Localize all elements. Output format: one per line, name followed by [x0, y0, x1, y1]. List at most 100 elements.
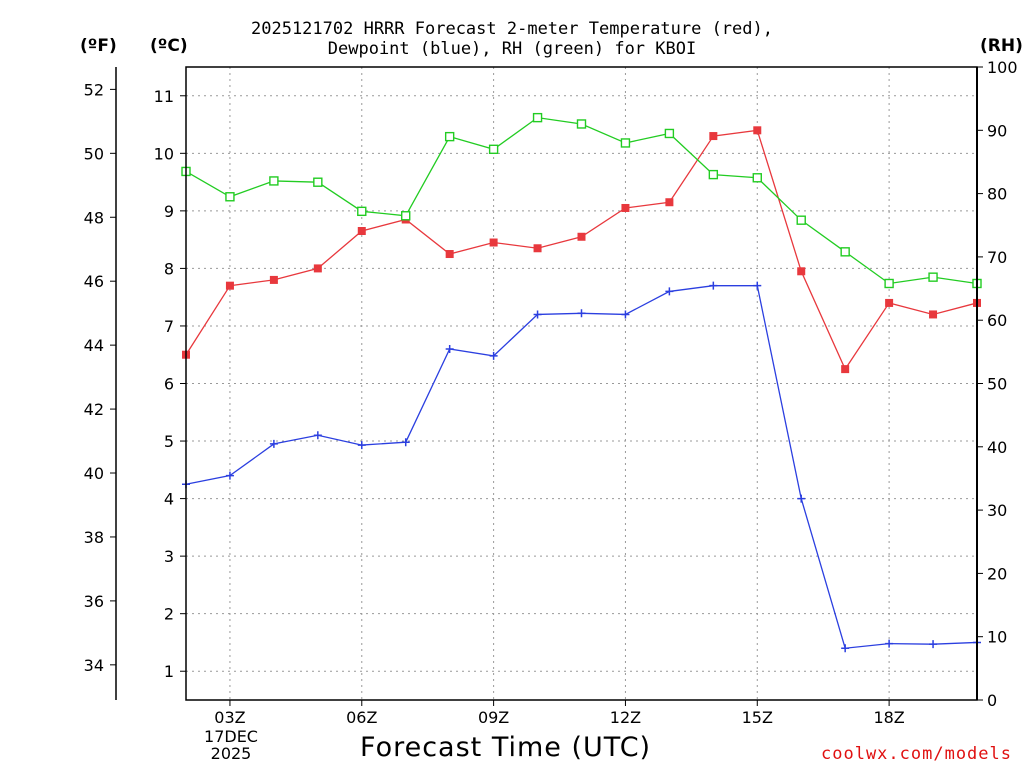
2-meter-temperature-point: [885, 298, 894, 307]
rh-point: [444, 131, 455, 142]
rh-tick-label: 20: [987, 564, 1007, 583]
fahrenheit-tick-label: 38: [84, 528, 104, 547]
x-tick-label: 06Z: [346, 708, 377, 727]
dewpoint-point: [929, 640, 938, 649]
dewpoint-point: [841, 644, 850, 653]
dewpoint-point: [489, 351, 498, 360]
series-layer: [181, 112, 982, 653]
2-meter-temperature-point: [269, 275, 278, 284]
2-meter-temperature-point: [313, 264, 322, 273]
x-tick-label: 03Z: [214, 708, 245, 727]
celsius-tick-label: 1: [164, 662, 174, 681]
rh-point: [840, 247, 850, 257]
dewpoint-point: [401, 438, 410, 447]
axis-tick-labels: 03Z 06Z 09Z 12Z 15Z 18Z1234567891011343638404…: [84, 58, 1018, 727]
rh-tick-label: 0: [987, 691, 997, 710]
rh-point: [664, 128, 675, 139]
chart-title-line-1: 2025121702 HRRR Forecast 2-meter Tempera…: [251, 19, 773, 39]
fahrenheit-tick-label: 42: [84, 400, 104, 419]
rh-tick-label: 90: [987, 121, 1007, 140]
celsius-tick-label: 8: [164, 259, 174, 278]
fahrenheit-tick-label: 40: [84, 464, 104, 483]
2-meter-temperature-point: [533, 244, 542, 253]
dewpoint-point: [445, 344, 454, 353]
rh-point: [357, 206, 367, 217]
celsius-unit-label: (ºC): [150, 36, 188, 56]
rh-point: [928, 272, 938, 282]
rh-point: [708, 169, 719, 180]
rh-point: [401, 211, 411, 221]
rh-unit-label: (RH): [980, 36, 1023, 56]
date-label-year: 2025: [210, 744, 252, 763]
fahrenheit-tick-label: 50: [84, 144, 104, 163]
date-label-day: 17DEC: [204, 727, 258, 746]
dewpoint-point: [797, 494, 806, 503]
dewpoint-point: [709, 281, 718, 290]
rh-point: [488, 144, 499, 154]
rh-point: [225, 192, 235, 202]
2-meter-temperature-point: [225, 281, 234, 290]
dewpoint-point: [885, 639, 894, 648]
2-meter-temperature-point: [929, 310, 938, 319]
2-meter-temperature-point: [621, 203, 630, 212]
x-axis-title: Forecast Time (UTC): [360, 732, 652, 763]
dewpoint-point: [665, 287, 674, 296]
grid-lines: [110, 66, 983, 706]
fahrenheit-unit-label: (ºF): [80, 36, 117, 56]
fahrenheit-tick-label: 46: [84, 272, 104, 291]
fahrenheit-tick-label: 52: [84, 80, 104, 99]
celsius-tick-label: 7: [164, 317, 174, 336]
rh-point: [620, 138, 631, 148]
credit-link[interactable]: coolwx.com/models: [821, 744, 1012, 764]
celsius-tick-label: 11: [154, 87, 174, 106]
rh-point: [796, 215, 806, 225]
2-meter-temperature-point: [841, 365, 850, 374]
rh-tick-label: 10: [987, 628, 1007, 647]
date-label: 17DEC 2025: [196, 728, 266, 762]
dewpoint-point: [225, 471, 234, 480]
rh-point: [752, 173, 762, 183]
dewpoint-point: [533, 310, 542, 319]
dewpoint-line: [185, 285, 978, 649]
2-meter-temperature-point: [753, 126, 762, 135]
fahrenheit-tick-label: 36: [84, 592, 104, 611]
celsius-tick-label: 5: [164, 432, 174, 451]
rh-tick-label: 50: [987, 375, 1007, 394]
dewpoint-point: [577, 309, 586, 318]
dewpoint-point: [313, 431, 322, 440]
x-tick-label: 12Z: [610, 708, 641, 727]
rh-tick-label: 60: [987, 311, 1007, 330]
fahrenheit-tick-label: 48: [84, 208, 104, 227]
rh-tick-label: 40: [987, 438, 1007, 457]
2-meter-temperature-point: [445, 250, 454, 259]
dewpoint-point: [753, 281, 762, 290]
x-tick-label: 09Z: [478, 708, 509, 727]
celsius-tick-label: 6: [164, 375, 174, 394]
2-meter-temperature-point: [797, 267, 806, 276]
x-tick-label: 15Z: [742, 708, 773, 727]
dewpoint-point: [621, 310, 630, 319]
rh-tick-label: 30: [987, 501, 1007, 520]
rh-point: [313, 177, 323, 187]
rh-point: [884, 278, 894, 289]
dewpoint-point: [357, 441, 366, 450]
fahrenheit-tick-label: 44: [84, 336, 104, 355]
2-meter-temperature-point: [709, 132, 718, 141]
rh-tick-label: 70: [987, 248, 1007, 267]
dewpoint-point: [269, 439, 278, 448]
celsius-tick-label: 3: [164, 547, 174, 566]
rh-point: [269, 176, 279, 186]
rh-tick-label: 100: [987, 58, 1018, 77]
celsius-tick-label: 4: [164, 490, 174, 509]
2-meter-temperature-point: [665, 198, 674, 207]
2-meter-temperature-line: [185, 129, 978, 371]
rh-tick-label: 80: [987, 185, 1007, 204]
2-meter-temperature-point: [357, 227, 366, 236]
celsius-tick-label: 10: [154, 144, 174, 163]
celsius-tick-label: 9: [164, 202, 174, 221]
celsius-tick-label: 2: [164, 605, 174, 624]
rh-point: [576, 119, 587, 129]
rh-line: [185, 116, 978, 285]
chart-title-line-2: Dewpoint (blue), RH (green) for KBOI: [327, 39, 697, 59]
